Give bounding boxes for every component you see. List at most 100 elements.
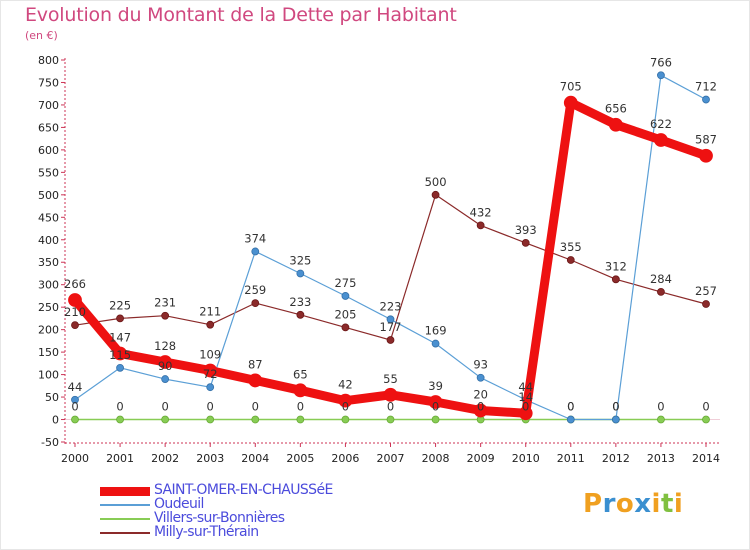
legend-swatch bbox=[100, 504, 150, 506]
data-label: 233 bbox=[289, 295, 311, 309]
data-point bbox=[611, 275, 620, 284]
data-label: 65 bbox=[293, 367, 308, 381]
data-point bbox=[654, 133, 668, 147]
data-point bbox=[386, 415, 395, 424]
data-point bbox=[248, 373, 263, 388]
data-point bbox=[431, 339, 440, 348]
data-point bbox=[251, 247, 260, 256]
data-point bbox=[566, 256, 575, 264]
data-label: 55 bbox=[383, 372, 398, 386]
y-tick-label: 250 bbox=[38, 301, 59, 314]
data-label: 87 bbox=[248, 357, 263, 371]
data-label: 0 bbox=[387, 400, 394, 414]
data-point bbox=[113, 346, 127, 361]
data-point bbox=[71, 395, 79, 404]
x-tick-label: 2010 bbox=[512, 452, 540, 465]
data-label: 0 bbox=[252, 400, 259, 414]
data-point bbox=[702, 300, 710, 308]
chart-subtitle: (en €) bbox=[25, 29, 58, 42]
data-label: 147 bbox=[109, 330, 131, 344]
data-label: 42 bbox=[338, 378, 353, 392]
data-label: 210 bbox=[64, 305, 86, 319]
data-point bbox=[702, 415, 710, 424]
data-label: 0 bbox=[612, 400, 619, 414]
series-lines bbox=[68, 71, 713, 424]
y-tick-label: 700 bbox=[38, 99, 59, 112]
data-point bbox=[338, 393, 353, 408]
logo-letter: i bbox=[651, 489, 661, 519]
data-point bbox=[341, 415, 350, 424]
data-label: 266 bbox=[64, 277, 86, 291]
x-tick-label: 2013 bbox=[647, 452, 675, 465]
y-tick-label: 50 bbox=[45, 391, 59, 404]
x-tick-label: 2006 bbox=[331, 452, 359, 465]
data-point bbox=[563, 95, 578, 110]
data-label: 44 bbox=[518, 380, 533, 394]
data-label: 393 bbox=[515, 223, 537, 237]
data-point bbox=[383, 387, 398, 402]
y-tick-label: 500 bbox=[38, 189, 59, 202]
data-point bbox=[161, 311, 170, 320]
data-label: 0 bbox=[522, 400, 529, 414]
data-label: 284 bbox=[650, 272, 672, 286]
x-tick-label: 2014 bbox=[692, 452, 720, 465]
data-point bbox=[203, 363, 218, 378]
legend-label: SAINT-OMER-EN-CHAUSSéE bbox=[154, 482, 333, 498]
data-point bbox=[611, 415, 620, 424]
data-label: 0 bbox=[116, 400, 123, 414]
data-label: 257 bbox=[695, 284, 717, 298]
data-label: 0 bbox=[702, 400, 709, 414]
data-point bbox=[341, 323, 350, 332]
x-tick-label: 2011 bbox=[557, 452, 585, 465]
x-tick-label: 2008 bbox=[422, 452, 450, 465]
data-point bbox=[521, 239, 530, 247]
data-label: 432 bbox=[470, 205, 492, 219]
data-label: 0 bbox=[567, 400, 574, 414]
legend-swatch bbox=[100, 486, 150, 496]
y-tick-label: 300 bbox=[38, 279, 59, 292]
logo-letter: i bbox=[673, 489, 684, 519]
data-label: 0 bbox=[657, 400, 664, 414]
data-point bbox=[296, 310, 305, 319]
data-label: 223 bbox=[380, 299, 402, 313]
x-tick-label: 2003 bbox=[196, 452, 224, 465]
data-label: 374 bbox=[244, 231, 266, 245]
data-label: 656 bbox=[605, 102, 627, 116]
y-tick-label: 600 bbox=[38, 144, 59, 157]
data-point bbox=[68, 293, 82, 307]
data-point bbox=[206, 415, 215, 424]
data-label: 20 bbox=[473, 388, 488, 402]
data-point bbox=[431, 415, 440, 424]
x-tick-label: 2002 bbox=[151, 452, 179, 465]
data-point bbox=[116, 314, 124, 323]
data-label: 259 bbox=[244, 283, 266, 297]
data-label: 766 bbox=[650, 55, 672, 69]
y-tick-label: 800 bbox=[38, 54, 59, 67]
data-label: 0 bbox=[567, 400, 574, 414]
y-tick-label: 200 bbox=[38, 324, 59, 337]
logo-letter: P bbox=[583, 489, 603, 519]
data-label: 312 bbox=[605, 259, 627, 273]
data-label: 128 bbox=[154, 339, 176, 353]
y-tick-label: 650 bbox=[38, 121, 59, 134]
data-label: 355 bbox=[560, 240, 582, 254]
x-tick-label: 2001 bbox=[106, 452, 134, 465]
data-label: 275 bbox=[334, 276, 356, 290]
data-point bbox=[296, 415, 305, 424]
y-tick-label: 450 bbox=[38, 211, 59, 224]
data-label: 14 bbox=[518, 390, 533, 404]
x-tick-label: 2007 bbox=[377, 452, 405, 465]
data-point bbox=[473, 403, 488, 418]
data-label: 225 bbox=[109, 298, 131, 312]
data-label: 0 bbox=[207, 400, 214, 414]
x-tick-label: 2000 bbox=[61, 452, 89, 465]
data-label: 500 bbox=[425, 175, 447, 189]
data-label: 39 bbox=[428, 379, 443, 393]
logo-letter: o bbox=[615, 489, 635, 519]
data-label: 0 bbox=[71, 400, 78, 414]
data-label: 44 bbox=[68, 380, 83, 394]
data-point bbox=[71, 415, 79, 424]
data-point bbox=[293, 383, 308, 398]
data-label: 205 bbox=[334, 307, 356, 321]
